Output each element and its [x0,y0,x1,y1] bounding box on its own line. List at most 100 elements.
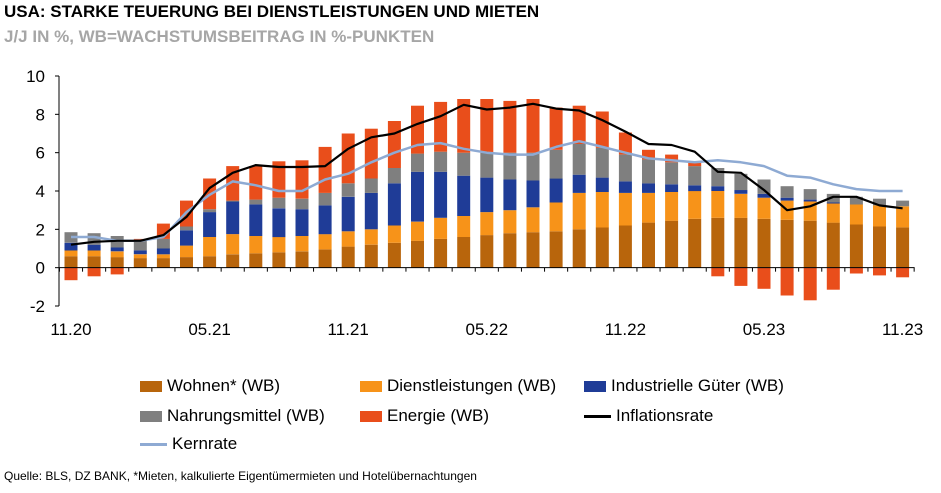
bar-wohnen-19 [503,233,517,268]
line-kernrate [71,139,903,243]
bar-dienstleistungen-21 [549,202,563,232]
bar-gueter-24 [618,181,632,193]
bar-wohnen-32 [803,220,817,268]
bar-energie-26 [665,154,679,163]
chart-title: USA: STARKE TEUERUNG BEI DIENSTLEISTUNGE… [4,2,540,21]
bar-dienstleistungen-15 [411,221,424,241]
bar-wohnen-12 [341,246,355,268]
bar-wohnen-24 [618,225,632,268]
bar-dienstleistungen-7 [226,234,240,255]
bar-nahrungsmittel-10 [295,198,309,210]
bar-dienstleistungen-26 [665,192,679,221]
legend-swatch-nahrungsmittel [140,410,162,422]
bar-gueter-11 [318,205,332,235]
bar-wohnen-9 [272,252,286,268]
bar-dienstleistungen-28 [711,191,725,218]
bar-energie-15 [411,105,424,154]
bar-gueter-12 [341,196,355,232]
bar-nahrungsmittel-11 [318,192,332,206]
chart-subtitle: J/J IN %, WB=WACHSTUMSBEITRAG IN %-PUNKT… [4,27,435,46]
bar-dienstleistungen-17 [457,215,471,237]
bar-energie-17 [457,99,471,153]
bar-energie-27 [688,162,702,167]
bar-gueter-0 [64,242,78,251]
legend-swatch-energie [360,410,382,422]
bar-gueter-8 [249,204,263,236]
legend-label-nahrungsmittel: Nahrungsmittel (WB) [167,406,325,425]
bar-energie-30 [757,267,771,289]
bar-energie-0 [64,267,78,281]
bar-gueter-31 [780,197,794,201]
bar-energie-13 [364,128,378,179]
bar-wohnen-1 [87,256,101,268]
x-tick-label-11.23: 11.23 [882,320,923,339]
bar-wohnen-13 [364,244,378,268]
bar-gueter-2 [110,247,124,252]
bar-dienstleistungen-14 [387,225,401,243]
y-tick-label-1: 0 [36,259,45,278]
bar-energie-25 [642,149,655,160]
bar-nahrungsmittel-24 [618,154,632,182]
bar-wohnen-18 [480,235,494,268]
bar-wohnen-16 [434,238,448,268]
bar-gueter-14 [387,183,401,226]
y-tick-label-2: 2 [36,220,45,239]
bar-wohnen-23 [595,227,609,268]
legend-item-wohnen: Wohnen* (WB) [140,376,280,396]
bar-nahrungsmittel-14 [387,168,401,184]
bar-energie-23 [595,111,609,148]
legend-item-nahrungsmittel: Nahrungsmittel (WB) [140,406,325,426]
bar-gueter-17 [457,175,471,216]
bar-gueter-20 [526,180,540,208]
x-tick-label-11.20: 11.20 [50,320,91,339]
bar-nahrungsmittel-6 [203,209,217,213]
legend-label-inflationsrate: Inflationsrate [616,406,714,425]
bar-nahrungsmittel-8 [249,199,263,205]
bar-dienstleistungen-13 [364,229,378,245]
bar-wohnen-4 [156,258,170,268]
x-tick-label-05.21: 05.21 [188,320,231,339]
bar-nahrungsmittel-1 [87,233,101,245]
y-tick-label-4: 6 [36,144,45,163]
bar-energie-33 [826,267,840,290]
bar-wohnen-34 [849,224,863,268]
bar-dienstleistungen-22 [572,192,586,230]
bar-nahrungsmittel-25 [642,159,655,184]
bar-gueter-27 [688,185,702,192]
x-tick-label-05.22: 05.22 [466,320,509,339]
bar-nahrungsmittel-16 [434,151,448,172]
bar-wohnen-27 [688,218,702,268]
bar-wohnen-35 [873,226,886,268]
bar-wohnen-8 [249,253,263,268]
legend-swatch-gueter [584,380,606,392]
bar-wohnen-28 [711,217,725,268]
bar-energie-22 [572,105,586,144]
y-tick-label-5: 8 [36,105,45,124]
bar-energie-21 [549,107,563,150]
legend-swatch-wohnen [140,380,162,392]
bar-dienstleistungen-24 [618,192,632,226]
bar-wohnen-31 [780,219,794,268]
bar-dienstleistungen-6 [203,237,217,257]
bar-nahrungsmittel-23 [595,147,609,178]
bar-gueter-33 [826,202,840,204]
bar-nahrungsmittel-32 [803,189,817,200]
bar-gueter-9 [272,208,286,238]
bar-nahrungsmittel-34 [849,196,863,205]
bar-energie-35 [873,267,886,276]
y-tick-label-0: -2 [30,297,45,316]
bar-dienstleistungen-11 [318,234,332,250]
bar-nahrungsmittel-12 [341,183,355,197]
bar-nahrungsmittel-5 [180,226,193,231]
bar-gueter-23 [595,177,609,192]
bar-wohnen-11 [318,249,332,268]
line-inflationsrate [70,102,903,246]
bar-nahrungsmittel-21 [549,149,563,179]
legend-label-gueter: Industrielle Güter (WB) [611,376,784,395]
bar-gueter-30 [757,193,771,198]
bar-dienstleistungen-19 [503,210,517,234]
bar-energie-24 [618,132,632,155]
x-tick-label-05.23: 05.23 [743,320,786,339]
bar-dienstleistungen-36 [896,206,910,228]
